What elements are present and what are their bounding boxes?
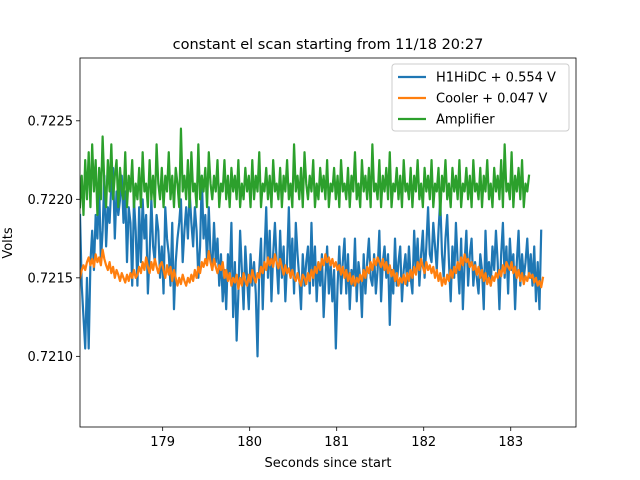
x-axis: 179 180 181 182 183 xyxy=(150,427,523,450)
y-tick-label: 0.7210 xyxy=(28,350,74,365)
plot-frame xyxy=(79,57,577,428)
y-axis-label: Volts xyxy=(1,227,16,259)
x-tick-label: 182 xyxy=(411,435,436,450)
x-axis-label: Seconds since start xyxy=(265,456,392,471)
series-line-1 xyxy=(80,166,543,358)
x-tick-label: 180 xyxy=(237,435,262,450)
x-tick-label: 181 xyxy=(324,435,349,450)
series-line-3 xyxy=(80,127,531,217)
legend-label-1: H1HiDC + 0.554 V xyxy=(436,71,556,86)
legend-label-2: Cooler + 0.047 V xyxy=(436,92,547,107)
legend-label-3: Amplifier xyxy=(436,113,495,128)
x-tick-label: 183 xyxy=(498,435,523,450)
legend: H1HiDC + 0.554 V Cooler + 0.047 V Amplifie… xyxy=(391,63,570,132)
series-layer xyxy=(80,127,545,358)
y-axis: 0.7210 0.7215 0.7220 0.7225 xyxy=(28,114,80,365)
y-tick-label: 0.7215 xyxy=(28,271,74,286)
y-tick-label: 0.7225 xyxy=(28,114,74,129)
x-tick-label: 179 xyxy=(150,435,175,450)
series-line-2 xyxy=(80,248,545,290)
chart-title: constant el scan starting from 11/18 20:… xyxy=(173,37,484,53)
legend-box xyxy=(391,63,570,132)
y-tick-label: 0.7220 xyxy=(28,193,74,208)
